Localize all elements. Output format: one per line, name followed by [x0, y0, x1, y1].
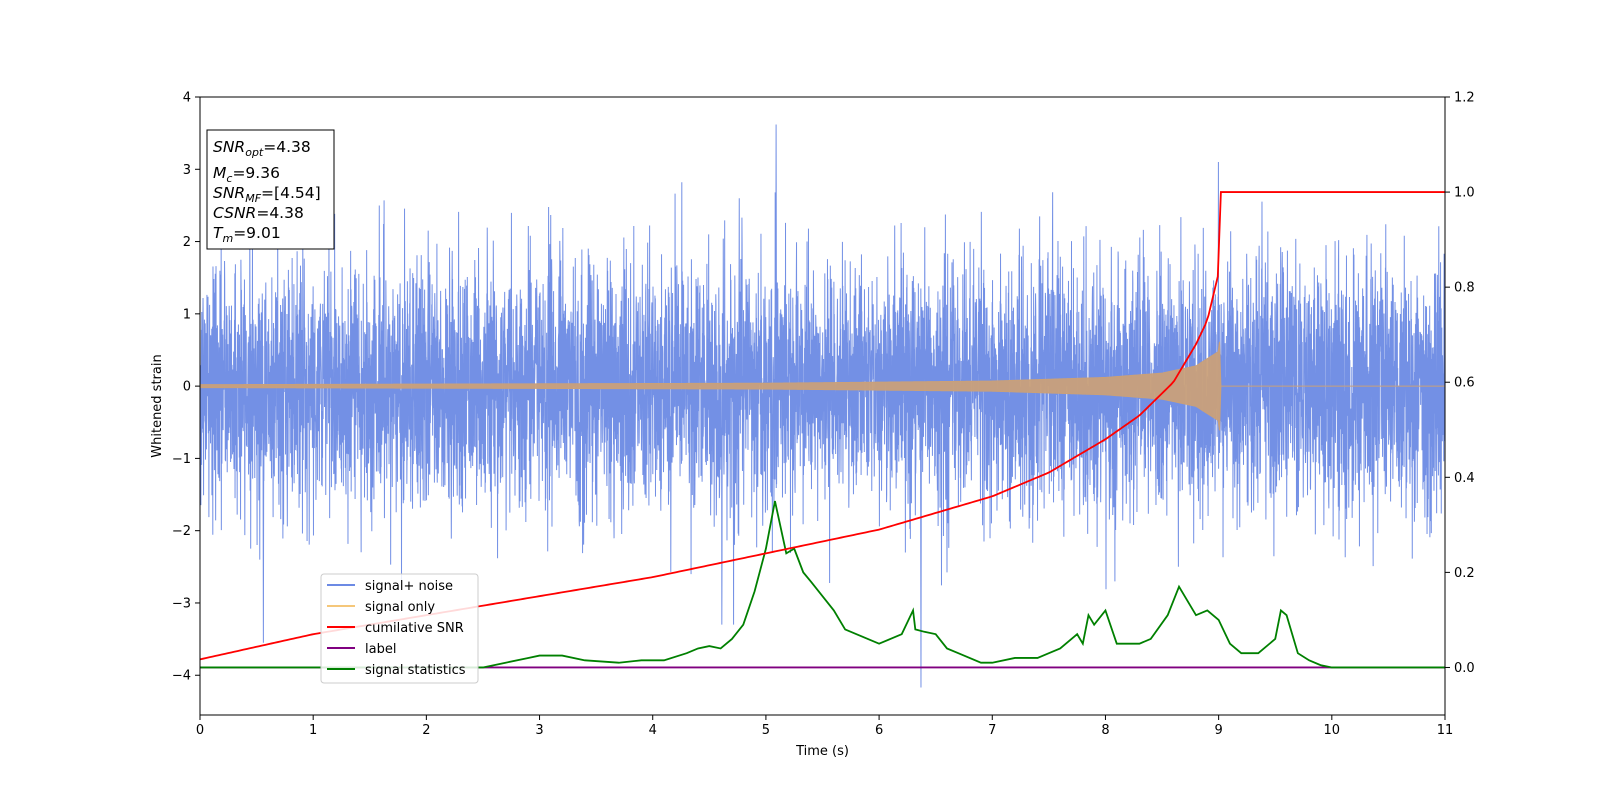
y2-tick-label: 0.8 — [1454, 281, 1475, 296]
legend-label-signal-only: signal only — [365, 600, 435, 615]
x-tick-label: 11 — [1437, 723, 1454, 738]
y2-tick-label: 0.4 — [1454, 471, 1475, 486]
y-tick-label: 2 — [183, 235, 191, 250]
ticks-layer: 0 1 2 3 4 5 6 7 8 9 10 11 −4 −3 −2 −1 0 1 2 3 4 0.0 0.2 0.4 0.6 0… — [172, 91, 1475, 739]
plot-frame — [199, 96, 1446, 716]
info-box: SNRopt=4.38 Mc=9.36 SNRMF=[4.54] CSNR=4.… — [206, 129, 335, 250]
info-snr-opt: SNRopt=4.38 — [213, 138, 311, 159]
info-mc: Mc=9.36 — [213, 164, 280, 185]
legend-label-cumulative-snr: cumilative SNR — [365, 621, 464, 636]
legend-label-signal-statistics: signal statistics — [365, 663, 466, 678]
x-tick-label: 5 — [762, 723, 770, 738]
series-signal-only — [200, 341, 1445, 431]
y2-tick-label: 0.2 — [1454, 566, 1475, 581]
info-snr-mf: SNRMF=[4.54] — [213, 184, 321, 205]
x-tick-label: 0 — [196, 723, 204, 738]
y-tick-label: −1 — [172, 452, 191, 467]
y-tick-label: 3 — [183, 163, 191, 178]
info-csnr: CSNR=4.38 — [213, 204, 304, 222]
y2-tick-label: 1.0 — [1454, 186, 1475, 201]
y-tick-label: 1 — [183, 307, 191, 322]
legend-frame — [320, 573, 479, 684]
legend-label-signal-plus-noise: signal+ noise — [365, 579, 453, 594]
x-tick-label: 9 — [1214, 723, 1222, 738]
info-box-frame — [206, 129, 335, 250]
series-signal-plus-noise — [200, 124, 1445, 688]
x-tick-label: 8 — [1101, 723, 1109, 738]
y2-tick-label: 1.2 — [1454, 91, 1475, 106]
y-tick-label: 4 — [183, 91, 191, 106]
y-tick-label: −4 — [172, 669, 191, 684]
y-tick-label: 0 — [183, 380, 191, 395]
x-tick-label: 4 — [649, 723, 657, 738]
info-tm: Tm=9.01 — [213, 224, 281, 245]
y-axis-title: Whitened strain — [150, 354, 165, 457]
legend-label-label: label — [365, 642, 396, 657]
x-tick-label: 6 — [875, 723, 883, 738]
x-tick-label: 1 — [309, 723, 317, 738]
x-tick-label: 3 — [535, 723, 543, 738]
x-tick-label: 7 — [988, 723, 996, 738]
x-tick-label: 2 — [422, 723, 430, 738]
x-tick-label: 10 — [1324, 723, 1341, 738]
legend: signal+ noise signal only cumilative SNR… — [320, 573, 479, 684]
y2-tick-label: 0.0 — [1454, 661, 1475, 676]
y-tick-label: −3 — [172, 596, 191, 611]
y2-tick-label: 0.6 — [1454, 376, 1475, 391]
x-axis-title: Time (s) — [795, 744, 849, 759]
series-signal-statistics — [200, 500, 1445, 669]
y-tick-label: −2 — [172, 524, 191, 539]
